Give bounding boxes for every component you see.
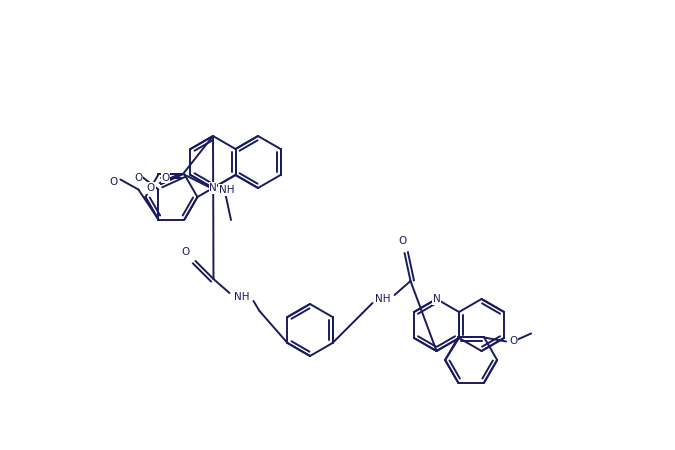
Text: O: O <box>509 337 518 347</box>
Text: O: O <box>181 247 190 257</box>
Text: NH: NH <box>375 294 390 304</box>
Text: NH: NH <box>219 185 234 195</box>
Text: N: N <box>433 294 440 304</box>
Text: O: O <box>134 172 142 183</box>
Text: O: O <box>109 176 117 186</box>
Text: O: O <box>161 172 169 183</box>
Text: O: O <box>398 236 406 246</box>
Text: NH: NH <box>234 292 249 302</box>
Text: N: N <box>209 183 217 193</box>
Text: O: O <box>146 183 155 193</box>
